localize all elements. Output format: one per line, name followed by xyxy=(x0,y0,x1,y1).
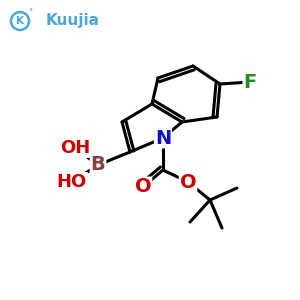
Text: OH: OH xyxy=(60,139,90,157)
Text: B: B xyxy=(91,155,105,175)
Text: Kuujia: Kuujia xyxy=(46,14,100,28)
Text: O: O xyxy=(135,178,151,196)
Text: K: K xyxy=(16,16,24,26)
Text: °: ° xyxy=(28,8,32,17)
Text: F: F xyxy=(243,73,256,92)
Text: N: N xyxy=(155,128,171,148)
Text: O: O xyxy=(180,172,196,191)
Text: HO: HO xyxy=(57,173,87,191)
